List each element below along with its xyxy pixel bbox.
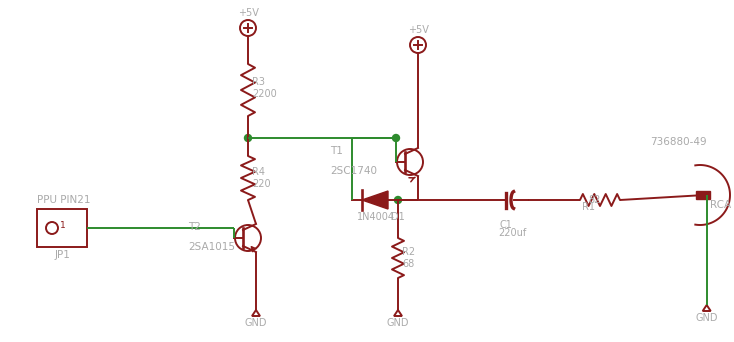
- Text: GND: GND: [695, 313, 718, 323]
- Text: 736880-49: 736880-49: [650, 137, 707, 147]
- Text: PPU PIN21: PPU PIN21: [37, 195, 90, 205]
- Text: D1: D1: [391, 212, 404, 222]
- Text: R2: R2: [402, 247, 415, 257]
- Text: R3: R3: [252, 77, 265, 87]
- Circle shape: [394, 197, 401, 203]
- Text: GND: GND: [387, 318, 410, 328]
- Polygon shape: [362, 191, 388, 209]
- Text: 2SC1740: 2SC1740: [330, 166, 377, 176]
- FancyBboxPatch shape: [696, 191, 711, 199]
- Text: C1: C1: [500, 220, 512, 229]
- Text: 1N4004: 1N4004: [357, 212, 395, 222]
- Text: +5V: +5V: [238, 8, 258, 18]
- Text: 220: 220: [252, 179, 271, 189]
- Text: JP1: JP1: [54, 250, 70, 260]
- Text: T1: T1: [330, 146, 343, 156]
- Text: 1: 1: [60, 222, 66, 231]
- Text: +5V: +5V: [407, 25, 429, 35]
- Text: 68: 68: [402, 259, 414, 269]
- Text: T2: T2: [188, 222, 201, 232]
- Text: GND: GND: [244, 318, 267, 328]
- Text: 82: 82: [588, 195, 600, 205]
- Text: 220uf: 220uf: [498, 227, 526, 237]
- Text: RCA: RCA: [710, 200, 731, 210]
- Text: 2SA1015: 2SA1015: [188, 242, 235, 252]
- Circle shape: [393, 134, 399, 142]
- Circle shape: [244, 134, 252, 142]
- Text: R1: R1: [582, 202, 595, 212]
- Text: 2200: 2200: [252, 89, 277, 99]
- Text: R4: R4: [252, 167, 265, 177]
